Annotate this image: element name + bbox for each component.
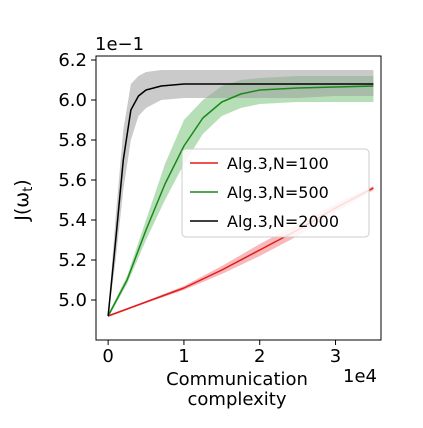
y-tick-label: 5.2 [58, 250, 87, 271]
x-tick-label: 0 [102, 346, 113, 367]
y-axis-ticks: 5.0 5.2 5.4 5.6 5.8 6.0 6.2 [58, 50, 96, 311]
series-line-2 [107, 83, 374, 317]
x-offset-text: 1e4 [343, 366, 377, 387]
y-tick-label: 5.0 [58, 290, 87, 311]
y-axis-label: J(ωt) [11, 179, 36, 221]
y-tick-label: 5.6 [58, 170, 87, 191]
y-tick-label: 5.4 [58, 210, 87, 231]
x-tick-label: 2 [254, 346, 265, 367]
x-axis-label-line-2: complexity [188, 389, 287, 410]
series-band-2 [108, 70, 374, 318]
legend: Alg.3,N=100 Alg.3,N=500 Alg.3,N=2000 [181, 148, 370, 238]
axes-frame [95, 55, 382, 341]
legend-label-2: Alg.3,N=2000 [227, 212, 339, 231]
y-tick-label: 5.8 [58, 130, 87, 151]
x-axis-label-line-1: Communication [166, 369, 308, 390]
x-tick-label: 1 [178, 346, 189, 367]
plot-frame [95, 55, 382, 341]
x-axis-ticks: 0 1 2 3 [102, 340, 341, 367]
y-tick-label: 6.0 [58, 90, 87, 111]
legend-label-1: Alg.3,N=500 [227, 183, 329, 202]
y-offset-text: 1e−1 [95, 34, 144, 55]
series-line-1 [107, 85, 374, 317]
y-tick-label: 6.2 [58, 50, 87, 71]
legend-label-0: Alg.3,N=100 [227, 154, 329, 173]
x-tick-label: 3 [330, 346, 341, 367]
legend-box [181, 148, 370, 238]
series-band-1 [108, 76, 374, 318]
